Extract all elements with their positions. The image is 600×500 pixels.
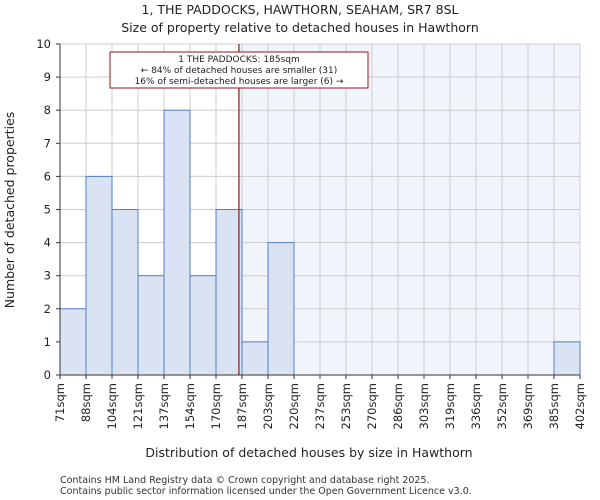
y-axis-label: Number of detached properties [2,112,17,309]
x-tick-label: 121sqm [131,383,145,429]
y-tick-label: 3 [44,269,51,283]
y-ticks: 0 1 2 3 4 5 6 7 8 9 10 [36,37,60,382]
y-tick-label: 8 [44,103,51,117]
y-tick-label: 4 [44,236,51,250]
x-tick-label: 237sqm [313,383,327,429]
x-tick-label: 286sqm [391,383,405,429]
y-tick-label: 2 [44,302,51,316]
chart-title: 1, THE PADDOCKS, HAWTHORN, SEAHAM, SR7 8… [142,2,459,17]
x-tick-label: 270sqm [365,383,379,429]
bar [59,308,87,376]
x-tick-label: 170sqm [209,383,223,429]
y-tick-label: 5 [44,203,51,217]
x-tick-label: 137sqm [157,383,171,429]
annotation-line: ← 84% of detached houses are smaller (31… [141,66,338,76]
bar [267,242,295,376]
annotation-box [109,51,369,89]
x-tick-label: 104sqm [105,383,119,429]
x-tick-label: 71sqm [53,383,67,422]
x-tick-label: 220sqm [287,383,301,429]
y-tick-label: 0 [44,368,51,382]
annotation-line: 16% of semi-detached houses are larger (… [135,77,344,87]
y-tick-label: 1 [44,335,51,349]
x-tick-label: 319sqm [443,383,457,429]
x-ticks: 71sqm 88sqm 104sqm 121sqm 137sqm 154sqm 170sqm… [53,375,587,429]
bars [59,109,581,376]
bar [189,275,217,376]
marker-group: 1 THE PADDOCKS: 185sqm← 84% of detached … [109,44,369,375]
bar [137,275,165,376]
x-tick-label: 88sqm [79,383,93,422]
x-tick-label: 303sqm [417,383,431,429]
y-tick-label: 6 [44,169,51,183]
x-axis-label: Distribution of detached houses by size … [145,445,472,460]
x-tick-label: 352sqm [495,383,509,429]
annotation-line: 1 THE PADDOCKS: 185sqm [178,55,300,65]
x-tick-label: 336sqm [469,383,483,429]
x-tick-label: 369sqm [521,383,535,429]
bar [241,341,269,376]
bar [111,209,139,376]
bar [163,109,191,376]
bar [553,341,581,376]
x-tick-label: 402sqm [573,383,587,429]
footer-line-2: Contains public sector information licen… [60,486,472,497]
x-tick-label: 203sqm [261,383,275,429]
footer-line-1: Contains HM Land Registry data © Crown c… [60,475,430,486]
y-tick-label: 7 [44,136,51,150]
x-tick-label: 385sqm [547,383,561,429]
bar [215,209,243,376]
x-tick-label: 154sqm [183,383,197,429]
y-tick-label: 10 [36,37,51,51]
bar [85,175,113,376]
x-tick-label: 253sqm [339,383,353,429]
x-tick-label: 187sqm [235,383,249,429]
chart-subtitle: Size of property relative to detached ho… [121,20,479,35]
y-tick-label: 9 [44,70,51,84]
